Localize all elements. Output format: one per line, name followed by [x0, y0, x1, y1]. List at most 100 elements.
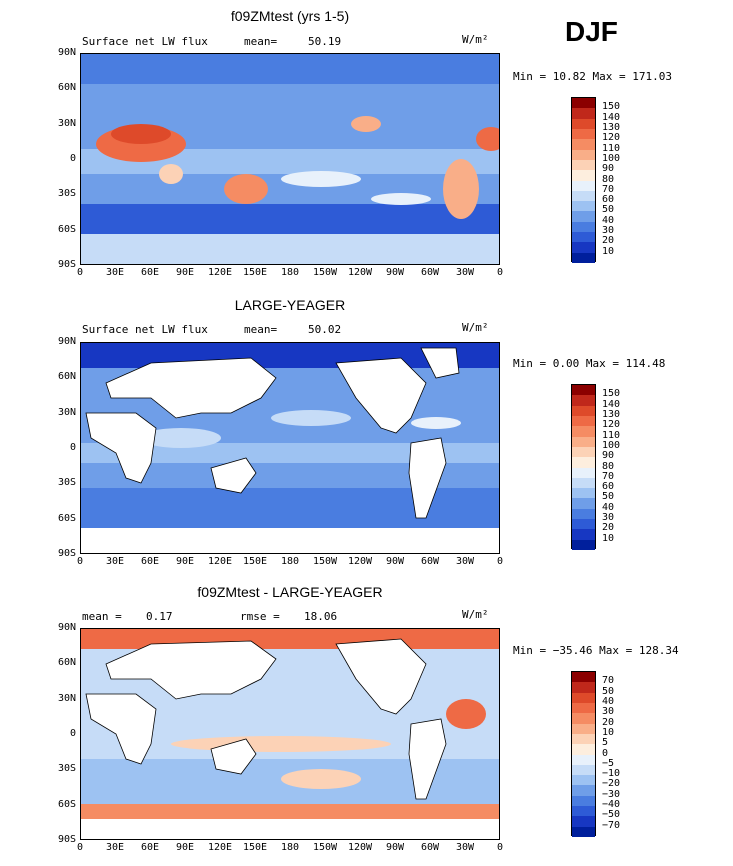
colorbar-swatch — [572, 426, 595, 437]
lat-tick-label: 60N — [57, 371, 76, 383]
colorbar-swatch — [572, 190, 595, 202]
lat-tick-label: 30S — [57, 763, 76, 775]
colorbar-label: 110 — [602, 142, 621, 154]
colorbar-swatch — [572, 98, 595, 109]
colorbar-label: 90 — [602, 450, 615, 462]
colorbar-swatch — [572, 682, 595, 693]
colorbar-swatch — [572, 702, 595, 714]
lat-tick-label: 90N — [57, 336, 76, 347]
colorbar-label: 150 — [602, 388, 621, 400]
lon-tick-label: 30W — [455, 842, 475, 853]
colorbar-swatch — [572, 733, 595, 745]
colorbar-label: 20 — [602, 522, 615, 534]
colorbar-swatch — [572, 488, 595, 499]
lon-tick-label: 150E — [242, 556, 268, 567]
colorbar-swatch — [572, 508, 595, 520]
colorbar-swatch — [572, 713, 595, 724]
colorbar-swatch — [572, 539, 595, 550]
colorbar-swatch — [572, 467, 595, 478]
panel1-mean-label: mean= — [244, 35, 278, 48]
colorbar-label: 0 — [602, 747, 609, 759]
panel1-variable-label: Surface net LW flux — [82, 35, 208, 48]
colorbar-swatch — [572, 108, 595, 119]
panel3-field — [81, 629, 499, 839]
panel2-units: W/m² — [462, 321, 489, 334]
colorbar-label: 100 — [602, 152, 621, 164]
panel2-mean-value: 50.02 — [308, 323, 342, 336]
colorbar-label: 90 — [602, 163, 615, 175]
panel3-units: W/m² — [462, 608, 489, 621]
lon-tick-label: 90E — [175, 842, 195, 853]
lon-tick-label: 0 — [496, 267, 504, 278]
colorbar-label: 50 — [602, 685, 615, 697]
panel2-min-max: Min = 0.00 Max = 114.48 — [513, 357, 666, 370]
panel3-mean-value: 0.17 — [146, 610, 173, 623]
panel1-map — [80, 53, 500, 265]
lat-tick-label: 30N — [57, 406, 76, 418]
lon-tick-label: 120W — [347, 556, 373, 567]
colorbar-label: 30 — [602, 225, 615, 237]
colorbar-label: 120 — [602, 132, 621, 144]
colorbar-label: 70 — [602, 675, 615, 687]
colorbar-label: 80 — [602, 460, 615, 472]
colorbar-swatch — [572, 201, 595, 212]
colorbar-swatch — [572, 529, 595, 540]
colorbar-label: 10 — [602, 245, 615, 257]
colorbar-label: −10 — [602, 768, 621, 780]
colorbar-label: 20 — [602, 235, 615, 247]
colorbar-label: 40 — [602, 695, 615, 707]
lat-tick-label: 90S — [57, 548, 76, 559]
colorbar-label: −40 — [602, 799, 621, 811]
colorbar-swatch — [572, 149, 595, 160]
lon-tick-label: 120E — [207, 556, 233, 567]
colorbar-label: 130 — [602, 121, 621, 133]
colorbar-label: −30 — [602, 788, 621, 800]
colorbar-swatch — [572, 252, 595, 263]
lon-tick-label: 0 — [496, 556, 504, 567]
colorbar-swatch — [572, 170, 595, 181]
lon-tick-label: 120E — [207, 267, 233, 278]
colorbar-swatch — [572, 457, 595, 468]
lon-tick-label: 120W — [347, 842, 373, 853]
colorbar-swatch — [572, 118, 595, 129]
colorbar-label: −70 — [602, 819, 621, 831]
colorbar-swatch — [572, 415, 595, 427]
colorbar-swatch — [572, 826, 595, 837]
colorbar-label: 70 — [602, 470, 615, 482]
panel2-title: LARGE-YEAGER — [234, 297, 346, 313]
lat-tick-label: 60N — [57, 657, 76, 669]
lon-tick-label: 60E — [140, 556, 160, 567]
colorbar-label: 140 — [602, 398, 621, 410]
lon-tick-label: 150W — [312, 556, 338, 567]
lat-tick-label: 90S — [57, 834, 76, 845]
colorbar-label: 20 — [602, 716, 615, 728]
colorbar-swatch — [572, 744, 595, 755]
lat-tick-label: 30N — [57, 692, 76, 704]
lat-tick-label: 0 — [69, 153, 76, 164]
lat-tick-label: 60S — [57, 798, 76, 810]
lon-tick-label: 180 — [280, 842, 300, 853]
colorbar-swatch — [572, 498, 595, 509]
lon-tick-label: 30E — [105, 556, 125, 567]
lon-tick-label: 150E — [242, 842, 268, 853]
season-label: DJF — [565, 16, 618, 47]
colorbar-swatch — [572, 395, 595, 406]
colorbar-swatch — [572, 477, 595, 489]
colorbar-swatch — [572, 723, 595, 734]
lon-tick-label: 0 — [76, 556, 84, 567]
lat-tick-label: 60S — [57, 223, 76, 235]
panel3-min-max: Min = −35.46 Max = 128.34 — [513, 644, 679, 657]
lon-tick-label: 180 — [280, 556, 300, 567]
panel3-rmse-label: rmse = — [240, 610, 280, 623]
colorbar-label: 60 — [602, 481, 615, 493]
colorbar-label: 10 — [602, 726, 615, 738]
colorbar-swatch — [572, 795, 595, 807]
panel1-mean-value: 50.19 — [308, 35, 342, 48]
panel3-mean-label: mean = — [82, 610, 122, 623]
colorbar-label: 30 — [602, 706, 615, 718]
lon-tick-label: 0 — [76, 842, 84, 853]
lon-tick-label: 90E — [175, 267, 195, 278]
lon-tick-label: 0 — [76, 267, 84, 278]
colorbar-label: 110 — [602, 429, 621, 441]
colorbar-swatch — [572, 692, 595, 703]
